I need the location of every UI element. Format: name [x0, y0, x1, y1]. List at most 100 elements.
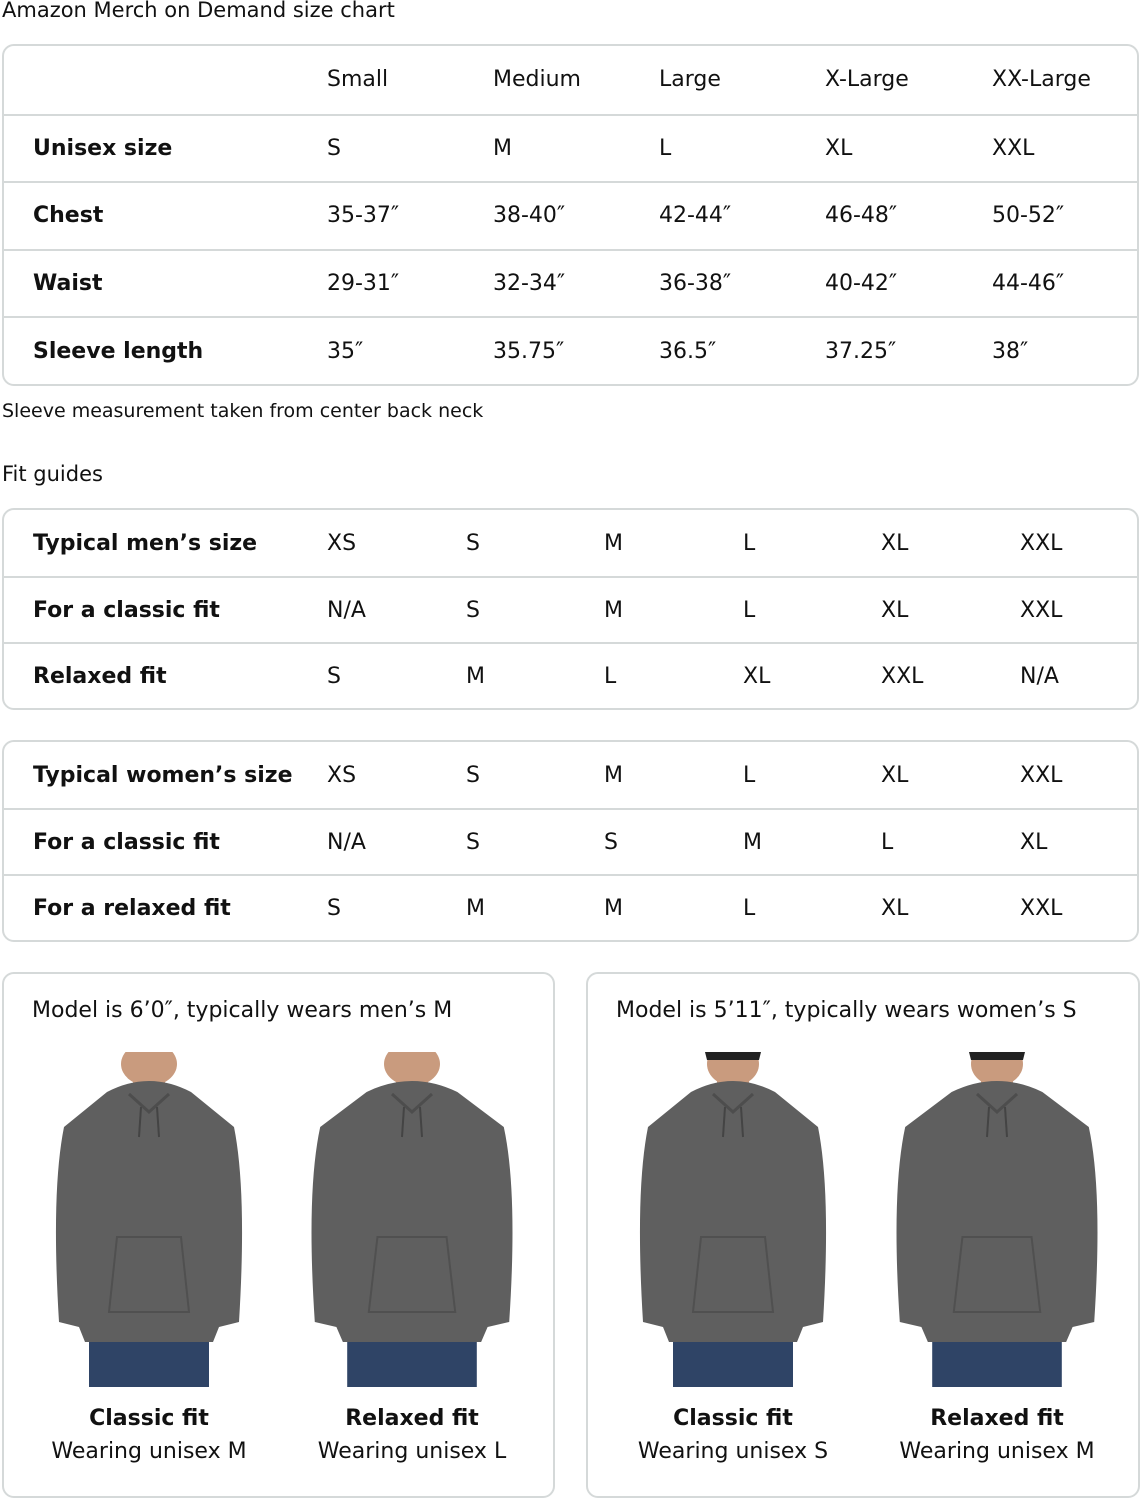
table-cell: 40-42″	[825, 271, 898, 297]
table-cell: XS	[327, 762, 357, 788]
table-row: Waist 29-31″ 32-34″ 36-38″ 40-42″ 44-46″	[4, 248, 1137, 317]
column-header: XX-Large	[992, 67, 1091, 93]
table-cell: XXL	[881, 663, 924, 689]
table-row: For a classic fit N/A S M L XL XXL	[4, 576, 1137, 642]
table-cell: L	[743, 597, 756, 623]
table-row: Chest 35-37″ 38-40″ 42-44″ 46-48″ 50-52″	[4, 181, 1137, 249]
table-cell: S	[327, 135, 341, 161]
fit-label: Relaxed fit	[930, 1406, 1064, 1431]
table-cell: 38″	[992, 338, 1029, 364]
table-cell: XXL	[1020, 895, 1063, 921]
table-cell: N/A	[327, 829, 366, 855]
table-row: Typical women’s size XS S M L XL XXL	[4, 742, 1137, 808]
wearing-label: Wearing unisex M	[899, 1439, 1095, 1464]
table-cell: N/A	[327, 597, 366, 623]
table-cell: S	[466, 829, 480, 855]
table-cell: 35.75″	[493, 338, 565, 364]
row-label: Typical women’s size	[33, 762, 293, 788]
womens-model-card: Model is 5’11″, typically wears women’s …	[586, 972, 1140, 1498]
column-header: X-Large	[825, 67, 909, 93]
table-cell: M	[493, 135, 512, 161]
table-row: Typical men’s size XS S M L XL XXL	[4, 510, 1137, 576]
row-label: Relaxed fit	[33, 663, 167, 689]
table-cell: L	[743, 530, 756, 556]
table-row: For a relaxed fit S M M L XL XXL	[4, 874, 1137, 940]
table-cell: XXL	[1020, 530, 1063, 556]
table-cell: XL	[1020, 829, 1048, 855]
table-cell: S	[466, 762, 480, 788]
row-label: For a classic fit	[33, 597, 220, 623]
table-cell: M	[604, 530, 623, 556]
table-cell: M	[743, 829, 762, 855]
table-cell: L	[604, 663, 617, 689]
column-header: Large	[659, 67, 721, 93]
table-cell: XL	[743, 663, 771, 689]
table-cell: L	[881, 829, 894, 855]
row-label: Waist	[33, 271, 103, 297]
row-label: For a relaxed fit	[33, 895, 231, 921]
table-cell: S	[327, 663, 341, 689]
wearing-label: Wearing unisex L	[317, 1439, 507, 1464]
fit-guides-heading: Fit guides	[2, 462, 103, 486]
table-row: Relaxed fit S M L XL XXL N/A	[4, 642, 1137, 708]
figure-caption: Relaxed fit Wearing unisex M	[867, 1406, 1127, 1464]
fit-label: Classic fit	[673, 1406, 793, 1431]
figure-caption: Relaxed fit Wearing unisex L	[282, 1406, 542, 1464]
table-cell: M	[604, 597, 623, 623]
table-cell: XXL	[992, 135, 1035, 161]
table-cell: 36.5″	[659, 338, 717, 364]
table-cell: M	[466, 895, 485, 921]
table-cell: L	[743, 895, 756, 921]
model-photo	[613, 1042, 853, 1387]
table-cell: 50-52″	[992, 203, 1065, 229]
table-cell: L	[659, 135, 672, 161]
figure-caption: Classic fit Wearing unisex M	[19, 1406, 279, 1464]
row-label: For a classic fit	[33, 829, 220, 855]
sleeve-note: Sleeve measurement taken from center bac…	[2, 400, 484, 422]
table-row: Unisex size S M L XL XXL	[4, 113, 1137, 182]
table-cell: XL	[825, 135, 853, 161]
table-cell: M	[466, 663, 485, 689]
womens-fit-table: Typical women’s size XS S M L XL XXL For a clas…	[2, 740, 1139, 942]
model-photo	[292, 1042, 532, 1387]
row-label: Typical men’s size	[33, 530, 258, 556]
table-cell: N/A	[1020, 663, 1059, 689]
table-cell: 29-31″	[327, 271, 400, 297]
row-label: Sleeve length	[33, 338, 204, 364]
row-label: Unisex size	[33, 135, 173, 161]
table-cell: S	[327, 895, 341, 921]
fit-label: Classic fit	[89, 1406, 209, 1431]
table-cell: 36-38″	[659, 271, 732, 297]
column-header: Medium	[493, 67, 581, 93]
table-cell: XL	[881, 530, 909, 556]
table-cell: 42-44″	[659, 203, 732, 229]
size-chart-table: Small Medium Large X-Large XX-Large Unisex si…	[2, 44, 1139, 386]
mens-fit-table: Typical men’s size XS S M L XL XXL For a classi…	[2, 508, 1139, 710]
column-header: Small	[327, 67, 389, 93]
table-cell: XL	[881, 597, 909, 623]
table-cell: 38-40″	[493, 203, 566, 229]
figure-caption: Classic fit Wearing unisex S	[603, 1406, 863, 1464]
model-photo	[877, 1042, 1117, 1387]
table-cell: 35″	[327, 338, 364, 364]
wearing-label: Wearing unisex S	[637, 1439, 829, 1464]
table-cell: 37.25″	[825, 338, 897, 364]
table-cell: XXL	[1020, 762, 1063, 788]
wearing-label: Wearing unisex M	[51, 1439, 247, 1464]
model-description: Model is 5’11″, typically wears women’s …	[616, 998, 1077, 1023]
table-cell: 32-34″	[493, 271, 566, 297]
table-cell: S	[466, 597, 480, 623]
table-row: For a classic fit N/A S S M L XL	[4, 808, 1137, 874]
table-cell: XL	[881, 895, 909, 921]
row-label: Chest	[33, 203, 104, 229]
fit-label: Relaxed fit	[345, 1406, 479, 1431]
table-cell: 35-37″	[327, 203, 400, 229]
table-cell: M	[604, 895, 623, 921]
model-description: Model is 6’0″, typically wears men’s M	[32, 998, 453, 1023]
table-cell: 46-48″	[825, 203, 898, 229]
model-photo	[29, 1042, 269, 1387]
page-title: Amazon Merch on Demand size chart	[2, 0, 395, 22]
table-cell: XS	[327, 530, 357, 556]
table-cell: XXL	[1020, 597, 1063, 623]
table-header-row: Small Medium Large X-Large XX-Large	[4, 46, 1137, 114]
